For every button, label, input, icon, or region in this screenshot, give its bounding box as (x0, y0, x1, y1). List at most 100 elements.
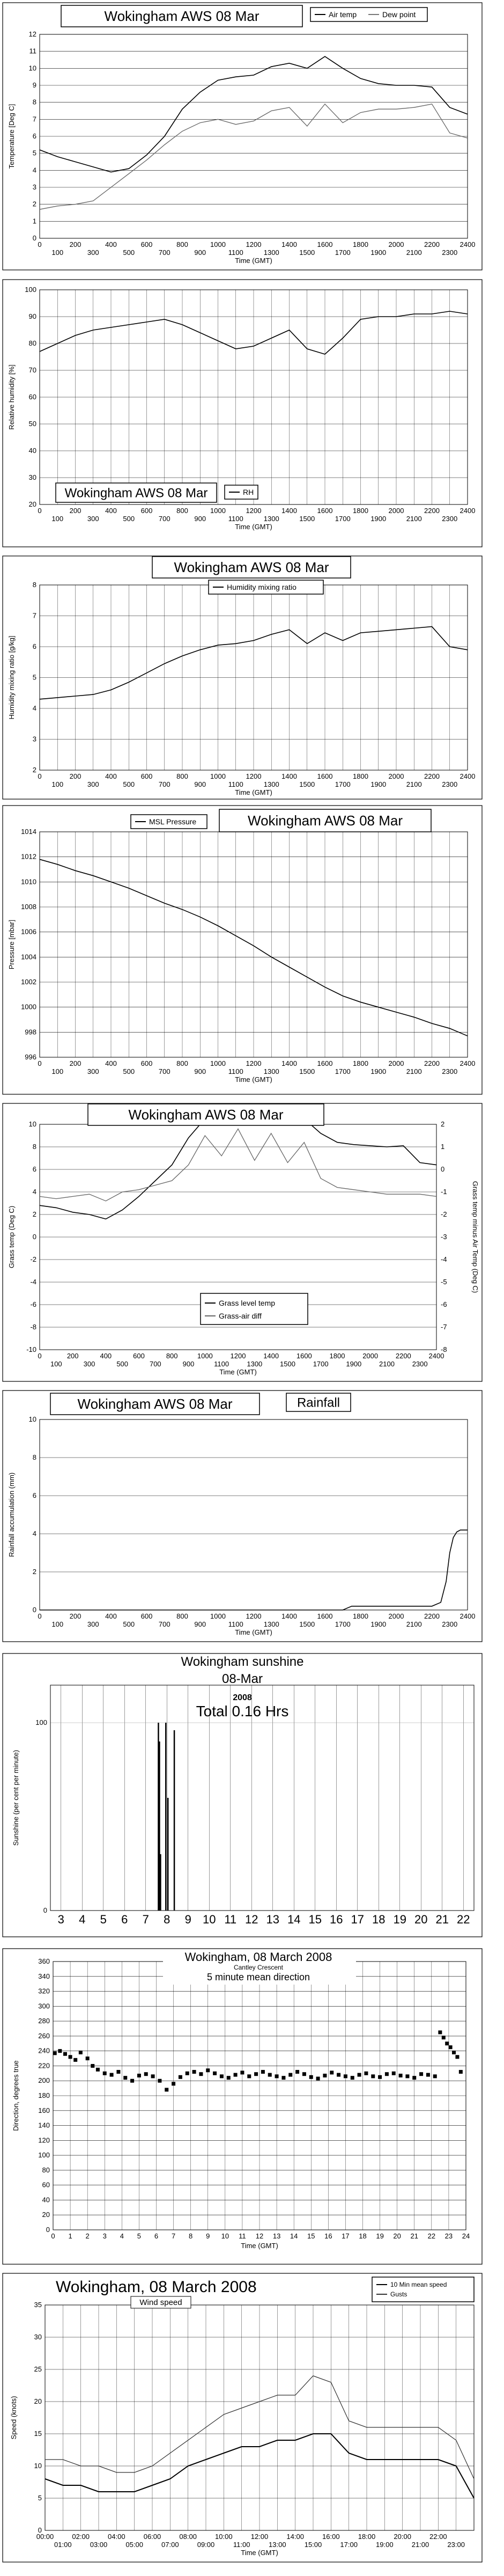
y-tick-label: 1010 (21, 877, 36, 885)
y-axis-label: Direction, degrees true (12, 2060, 20, 2131)
x-tick-label: 600 (141, 507, 153, 515)
y2-tick-label: -1 (441, 1188, 447, 1196)
direction-point (398, 2074, 403, 2077)
direction-point (102, 2071, 107, 2075)
x-tick-label: 19 (376, 2232, 383, 2240)
x-tick-label: 2000 (389, 772, 404, 780)
x-tick-label: 1600 (297, 1352, 312, 1360)
legend-entry: MSL Pressure (149, 817, 196, 826)
direction-point (137, 2074, 141, 2077)
plot-area (45, 2304, 475, 2531)
legend-box (208, 580, 324, 595)
panel-border (2, 1103, 483, 1382)
x-tick-label: 2400 (460, 772, 476, 780)
x-tick-label: 3 (103, 2232, 107, 2240)
x-tick-label: 1400 (281, 1059, 297, 1067)
chart-title-box (219, 809, 432, 832)
x-axis-label: Time (GMT) (241, 2549, 278, 2557)
x-tick-label: 8 (189, 2232, 192, 2240)
x-tick-label: 800 (176, 507, 188, 515)
direction-point (240, 2070, 244, 2075)
y-tick-label: 360 (38, 1957, 50, 1965)
x-tick-label: 1800 (353, 772, 368, 780)
x-tick-label: 18 (372, 1913, 385, 1926)
y-tick-label: 1 (33, 217, 36, 225)
x-tick-label: 1700 (335, 1067, 351, 1075)
x-tick-label: 500 (123, 515, 135, 523)
y-tick-label: 3 (33, 735, 36, 743)
x-tick-label: 21 (411, 2232, 418, 2240)
direction-point (364, 2071, 368, 2075)
x-tick-label: 01:00 (54, 2541, 72, 2549)
x-tick-label: 1900 (370, 780, 386, 788)
x-tick-label: 2400 (429, 1352, 444, 1360)
series-line-2 (39, 103, 468, 210)
x-tick-label: 100 (51, 248, 63, 257)
wind-speed-chart-panel: 0 5 10 15 20 25 30 35 00:00 02:00 04:00 06:00 08:00 1… (2, 2273, 483, 2563)
x-tick-label: 200 (70, 1059, 81, 1067)
x-tick-label: 1600 (317, 1059, 333, 1067)
mixing-ratio-chart: 2 3 4 5 6 7 8 0 200 400 600 800 1000 1200 1400 1600 1800… (2, 555, 483, 800)
plot-area (39, 289, 468, 505)
x-tick-label: 16 (324, 2232, 332, 2240)
y2-tick-label: -6 (441, 1300, 447, 1308)
y-tick-label: 8 (33, 1143, 36, 1151)
x-tick-label: 1800 (353, 240, 368, 248)
y2-tick-label: -8 (441, 1345, 447, 1353)
x-tick-label: 1000 (210, 240, 226, 248)
x-tick-label: 17 (351, 1913, 364, 1926)
x-tick-label: 300 (87, 780, 99, 788)
y-tick-label: 40 (29, 447, 36, 455)
y-axis-label: Speed (knots) (10, 2396, 18, 2440)
x-tick-label: 1300 (264, 780, 279, 788)
direction-point (254, 2072, 258, 2076)
x-tick-label: 23:00 (447, 2541, 465, 2549)
x-tick-label: 2200 (424, 772, 440, 780)
x-tick-label: 400 (105, 1059, 117, 1067)
direction-point (68, 2055, 72, 2059)
legend-entry: Air temp (329, 10, 357, 19)
direction-point (116, 2070, 121, 2074)
y-tick-label: -4 (30, 1278, 36, 1286)
chart-title-box (55, 482, 217, 503)
x-tick-label: 1800 (353, 507, 368, 515)
x-tick-label: 15:00 (305, 2541, 322, 2549)
x-tick-label: 1700 (335, 780, 351, 788)
chart-title: Wokingham AWS 08 Mar (78, 1396, 233, 1412)
x-gridlines (53, 1962, 466, 2230)
x-tick-label: 22 (428, 2232, 435, 2240)
x-tick-label: 1600 (317, 240, 333, 248)
y-tick-label: 10 (29, 1120, 36, 1128)
x-axis-label: Time (GMT) (235, 523, 272, 531)
pressure-chart-panel: 996 998 1000 1002 1004 1006 1008 1010 1012 1014 0 2… (2, 805, 483, 1095)
legend-entry: Gusts (390, 2290, 407, 2298)
y-tick-label: 0 (33, 234, 36, 242)
x-tick-label: 600 (133, 1352, 145, 1360)
x-tick-label: 200 (70, 507, 81, 515)
direction-point (448, 2045, 453, 2050)
y-tick-label: 4 (33, 166, 36, 174)
y-tick-label: 996 (25, 1053, 36, 1061)
y-tick-label: -8 (30, 1323, 36, 1331)
direction-point (419, 2072, 424, 2076)
x-tick-label: 1500 (299, 1620, 315, 1628)
direction-point (268, 2073, 272, 2077)
y-tick-label: 30 (34, 2333, 42, 2341)
x-tick-label: 1600 (317, 1612, 333, 1620)
x-tick-label: 900 (194, 1620, 206, 1628)
x-tick-label: 800 (166, 1352, 178, 1360)
x-tick-label: 1400 (281, 1612, 297, 1620)
x-tick-label: 0 (38, 507, 41, 515)
chart-label-box (286, 1393, 351, 1412)
direction-point (206, 2068, 210, 2073)
y-tick-label: 10 (29, 64, 36, 72)
x-tick-label: 23 (445, 2232, 453, 2240)
y-tick-label: 240 (38, 2047, 50, 2055)
y-tick-label: 100 (35, 1718, 47, 1726)
y-tick-label: 0 (33, 1233, 36, 1241)
direction-point (275, 2074, 279, 2079)
x-tick-label: 14:00 (286, 2533, 304, 2541)
y-tick-label: 340 (38, 1972, 50, 1980)
direction-point (330, 2070, 334, 2075)
y-tick-label: 4 (33, 1529, 36, 1538)
